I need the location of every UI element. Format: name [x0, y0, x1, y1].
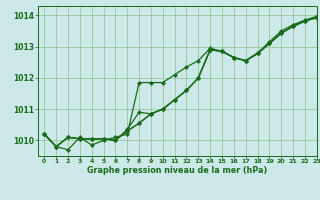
X-axis label: Graphe pression niveau de la mer (hPa): Graphe pression niveau de la mer (hPa)	[87, 166, 268, 175]
